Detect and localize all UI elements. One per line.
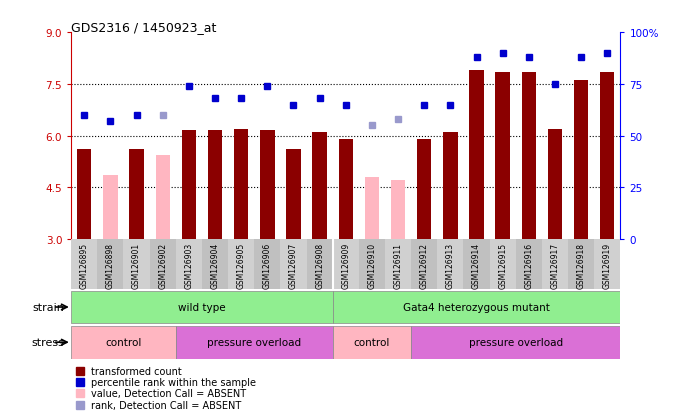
Bar (176, 326, 333, 358)
Text: GSM126917: GSM126917 (551, 242, 559, 288)
Bar (490, 240, 516, 289)
Bar (437, 240, 464, 289)
Text: GSM126909: GSM126909 (341, 242, 351, 288)
Text: Gata4 heterozygous mutant: Gata4 heterozygous mutant (403, 302, 550, 312)
Bar (365, 178, 379, 240)
Text: GSM126904: GSM126904 (211, 242, 220, 288)
Bar (260, 131, 275, 240)
Bar (464, 240, 490, 289)
Text: pressure overload: pressure overload (207, 337, 301, 347)
Text: GSM126895: GSM126895 (80, 242, 89, 288)
Bar (574, 81, 589, 240)
Bar (234, 129, 248, 240)
Bar (411, 326, 620, 358)
Text: GSM126906: GSM126906 (263, 242, 272, 288)
Text: GSM126918: GSM126918 (577, 242, 586, 288)
Text: stress: stress (32, 337, 64, 347)
Bar (123, 240, 150, 289)
Bar (71, 291, 333, 323)
Bar (71, 326, 176, 358)
Bar (516, 240, 542, 289)
Bar (254, 240, 281, 289)
Bar (417, 140, 431, 240)
Bar (391, 181, 405, 240)
Text: GSM126898: GSM126898 (106, 242, 115, 288)
Text: GSM126913: GSM126913 (446, 242, 455, 288)
Bar (600, 73, 614, 240)
Bar (333, 240, 359, 289)
Text: GSM126903: GSM126903 (184, 242, 193, 288)
Bar (411, 240, 437, 289)
Text: control: control (105, 337, 142, 347)
Bar (182, 131, 196, 240)
Bar (338, 140, 353, 240)
Bar (313, 133, 327, 240)
Bar (98, 240, 123, 289)
Text: GSM126916: GSM126916 (524, 242, 534, 288)
Text: pressure overload: pressure overload (468, 337, 563, 347)
Text: GSM126901: GSM126901 (132, 242, 141, 288)
Text: wild type: wild type (178, 302, 226, 312)
Bar (469, 71, 483, 240)
Bar (542, 240, 568, 289)
Text: transformed count: transformed count (91, 366, 182, 376)
Bar (77, 150, 92, 240)
Bar (496, 73, 510, 240)
Bar (103, 176, 117, 240)
Text: GSM126919: GSM126919 (603, 242, 612, 288)
Bar (333, 326, 411, 358)
Bar (208, 131, 222, 240)
Bar (333, 291, 620, 323)
Text: percentile rank within the sample: percentile rank within the sample (91, 377, 256, 387)
Bar (521, 73, 536, 240)
Text: GSM126915: GSM126915 (498, 242, 507, 288)
Bar (359, 240, 385, 289)
Text: control: control (354, 337, 390, 347)
Text: GSM126907: GSM126907 (289, 242, 298, 288)
Bar (129, 150, 144, 240)
Bar (155, 155, 170, 240)
Bar (228, 240, 254, 289)
Bar (548, 129, 562, 240)
Text: GDS2316 / 1450923_at: GDS2316 / 1450923_at (71, 21, 216, 33)
Text: strain: strain (33, 302, 64, 312)
Bar (443, 133, 458, 240)
Text: GSM126908: GSM126908 (315, 242, 324, 288)
Bar (71, 240, 98, 289)
Bar (306, 240, 333, 289)
Bar (281, 240, 306, 289)
Text: value, Detection Call = ABSENT: value, Detection Call = ABSENT (91, 388, 246, 399)
Bar (150, 240, 176, 289)
Bar (176, 240, 202, 289)
Bar (568, 240, 594, 289)
Text: GSM126905: GSM126905 (237, 242, 245, 288)
Text: GSM126914: GSM126914 (472, 242, 481, 288)
Text: GSM126902: GSM126902 (158, 242, 167, 288)
Bar (385, 240, 411, 289)
Bar (286, 150, 300, 240)
Text: GSM126912: GSM126912 (420, 242, 428, 288)
Text: rank, Detection Call = ABSENT: rank, Detection Call = ABSENT (91, 400, 241, 410)
Text: GSM126910: GSM126910 (367, 242, 376, 288)
Bar (202, 240, 228, 289)
Bar (594, 240, 620, 289)
Text: GSM126911: GSM126911 (394, 242, 403, 288)
